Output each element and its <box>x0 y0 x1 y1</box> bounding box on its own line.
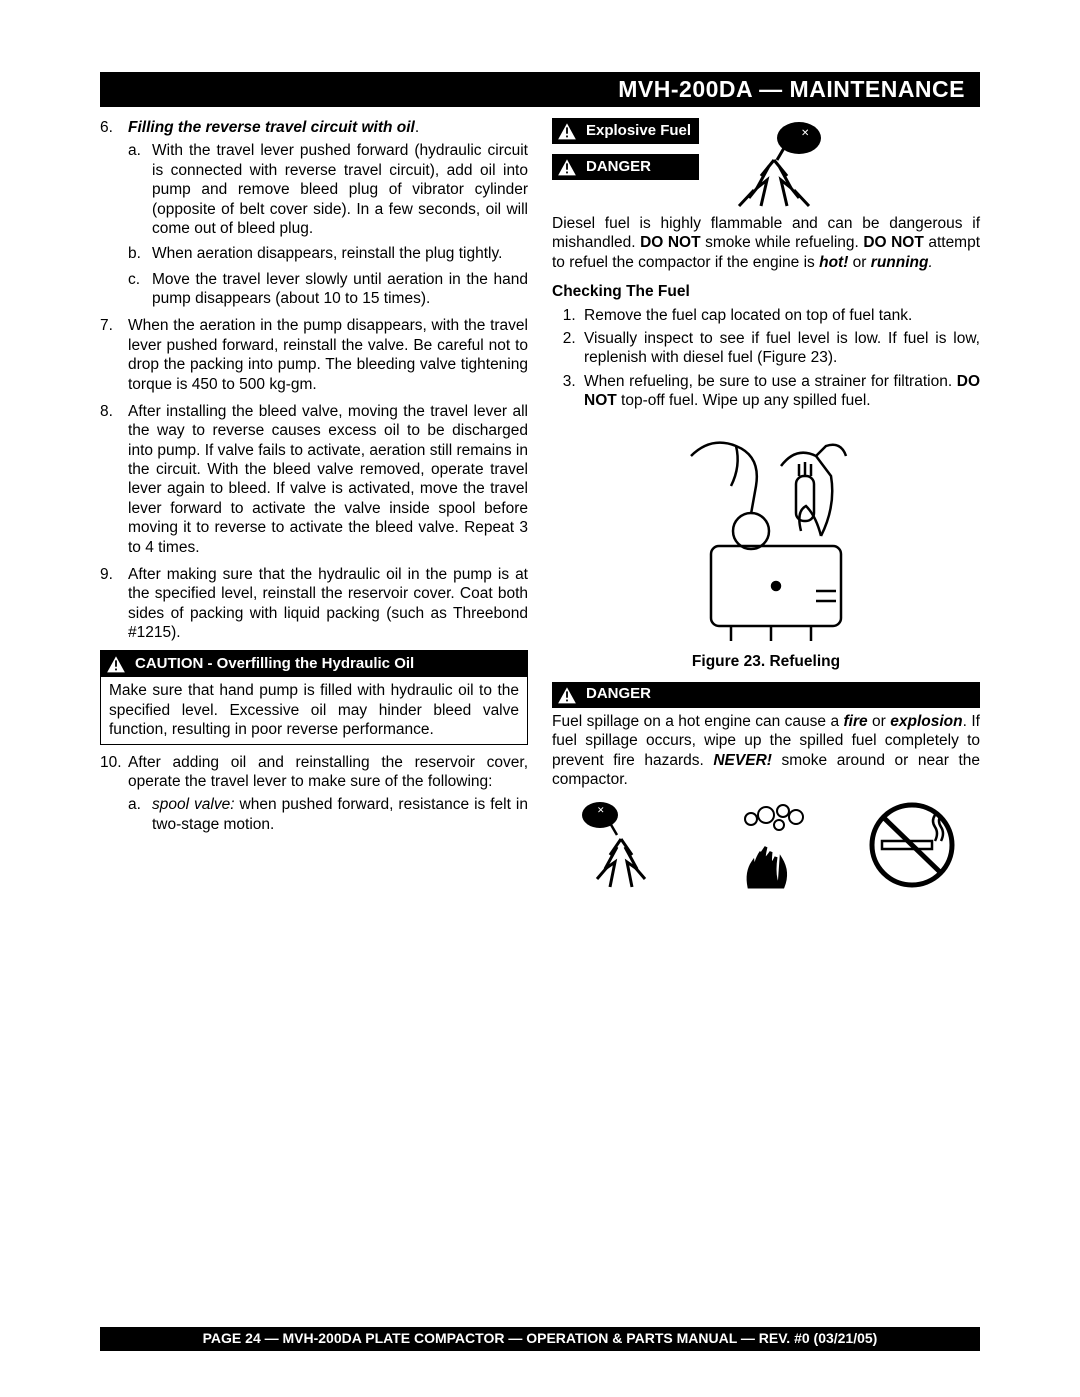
diesel-warning-text: Diesel fuel is highly flammable and can … <box>552 214 980 272</box>
step-number: 9. <box>100 565 113 584</box>
step-9: 9. After making sure that the hydraulic o… <box>100 565 528 643</box>
warning-triangle-icon <box>556 157 578 177</box>
page-header-title: MVH-200DA — MAINTENANCE <box>618 76 965 102</box>
content-area: 6. Filling the reverse travel circuit wi… <box>100 118 980 1297</box>
step-8: 8. After installing the bleed valve, movi… <box>100 402 528 557</box>
left-column: 6. Filling the reverse travel circuit wi… <box>100 118 528 1297</box>
fuel-check-1: Remove the fuel cap located on top of fu… <box>580 306 980 325</box>
step-6a-text: With the travel lever pushed forward (hy… <box>152 142 528 237</box>
fire-icon <box>711 797 821 892</box>
warning-triangle-icon <box>556 121 578 141</box>
step-6b: b. When aeration disappears, reinstall th… <box>128 244 528 263</box>
explosion-icon: ✕ <box>719 118 829 208</box>
right-column: Explosive Fuel DANGER ✕ <box>552 118 980 1297</box>
step-7: 7. When the aeration in the pump disappea… <box>100 316 528 394</box>
step-10-text: After adding oil and reinstalling the re… <box>128 754 528 790</box>
page-header-bar: MVH-200DA — MAINTENANCE <box>100 72 980 107</box>
step-6b-text: When aeration disappears, reinstall the … <box>152 245 502 262</box>
step-8-text: After installing the bleed valve, moving… <box>128 403 528 556</box>
danger-label: DANGER <box>586 158 651 177</box>
fuel-check-2: Visually inspect to see if fuel level is… <box>580 329 980 368</box>
fuel-warning-header: Explosive Fuel DANGER ✕ <box>552 118 980 208</box>
step-number: 7. <box>100 316 113 335</box>
figure-caption: Figure 23. Refueling <box>552 652 980 671</box>
step-10a: a.spool valve: when pushed forward, resi… <box>128 795 528 834</box>
step-number: 10. <box>100 753 122 772</box>
warning-triangle-icon <box>105 654 127 674</box>
svg-text:✕: ✕ <box>801 128 809 139</box>
step-7-text: When the aeration in the pump disappears… <box>128 317 528 392</box>
maintenance-steps: 6. Filling the reverse travel circuit wi… <box>100 118 528 642</box>
step-6-period: . <box>415 119 419 136</box>
letter: a. <box>128 141 141 160</box>
refueling-illustration <box>641 416 891 646</box>
caution-box: CAUTION - Overfilling the Hydraulic Oil … <box>100 650 528 744</box>
caution-header: CAUTION - Overfilling the Hydraulic Oil <box>101 651 527 677</box>
letter: b. <box>128 244 141 263</box>
step-number: 6. <box>100 118 113 137</box>
spillage-warning-text: Fuel spillage on a hot engine can cause … <box>552 712 980 790</box>
step-number: 8. <box>100 402 113 421</box>
step-6c-text: Move the travel lever slowly until aerat… <box>152 271 528 307</box>
svg-text:✕: ✕ <box>597 805 605 815</box>
step-9-text: After making sure that the hydraulic oil… <box>128 566 528 641</box>
caution-text: Make sure that hand pump is filled with … <box>101 677 527 743</box>
step-6a: a. With the travel lever pushed forward (… <box>128 141 528 238</box>
fuel-check-steps: Remove the fuel cap located on top of fu… <box>552 306 980 411</box>
page-footer-bar: PAGE 24 — MVH-200DA PLATE COMPACTOR — OP… <box>100 1327 980 1351</box>
warning-triangle-icon <box>556 685 578 705</box>
no-smoking-icon <box>857 797 967 892</box>
checking-fuel-heading: Checking The Fuel <box>552 282 980 301</box>
explosive-fuel-bar: Explosive Fuel <box>552 118 699 144</box>
step-10: 10. After adding oil and reinstalling th… <box>100 753 528 835</box>
danger-bar-2: DANGER <box>552 682 980 708</box>
danger-bar: DANGER <box>552 154 699 180</box>
danger-icon-row: ✕ <box>552 797 980 892</box>
step-10a-pre: spool valve: <box>152 796 235 813</box>
danger-label-2: DANGER <box>586 685 651 704</box>
caution-title: CAUTION - Overfilling the Hydraulic Oil <box>135 655 414 674</box>
step-6-title: Filling the reverse travel circuit with … <box>128 119 415 136</box>
explosion-small-icon: ✕ <box>565 797 675 892</box>
step-6c: c. Move the travel lever slowly until aer… <box>128 270 528 309</box>
letter: a. <box>128 795 141 814</box>
explosive-fuel-label: Explosive Fuel <box>586 122 691 141</box>
letter: c. <box>128 270 140 289</box>
footer-text: PAGE 24 — MVH-200DA PLATE COMPACTOR — OP… <box>203 1330 878 1346</box>
fuel-check-3: When refueling, be sure to use a straine… <box>580 372 980 411</box>
step-6: 6. Filling the reverse travel circuit wi… <box>100 118 528 308</box>
